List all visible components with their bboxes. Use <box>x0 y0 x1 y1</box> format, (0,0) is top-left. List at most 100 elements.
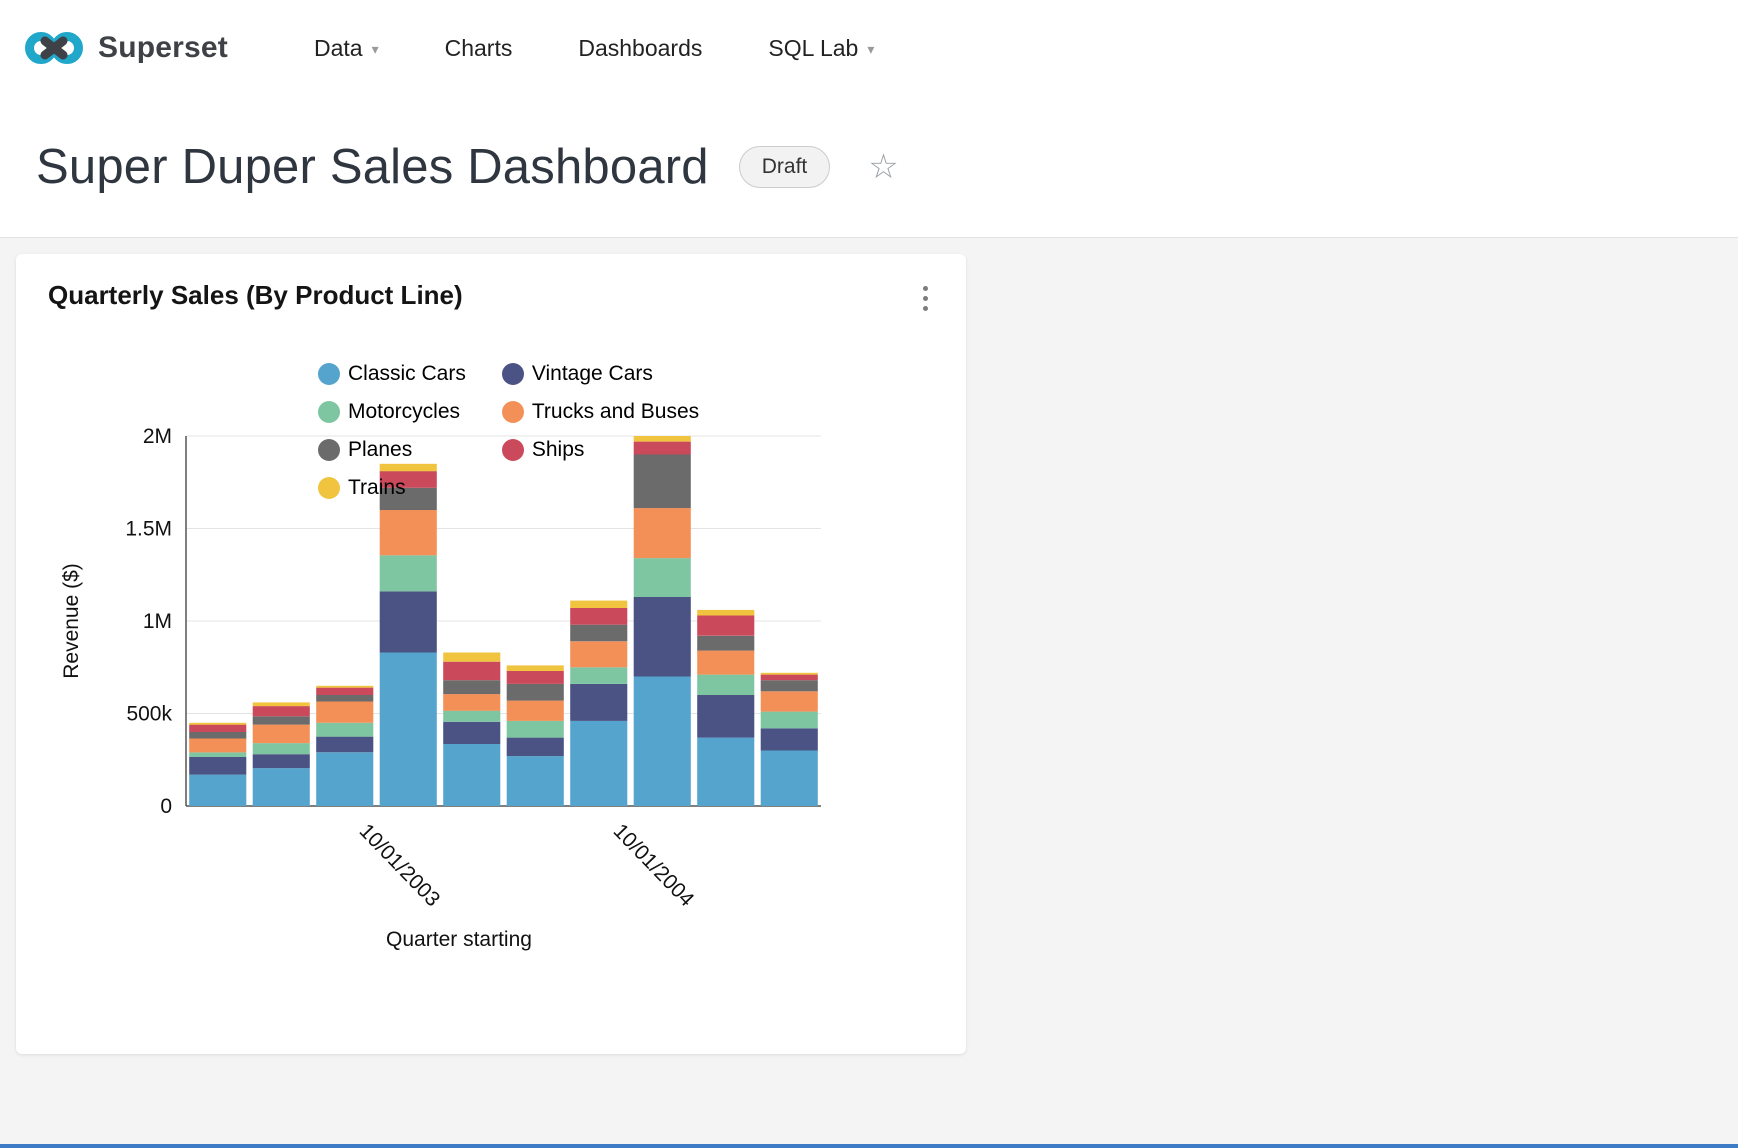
bar-segment[interactable] <box>633 454 691 509</box>
legend-label: Trains <box>348 476 406 499</box>
bar-segment[interactable] <box>760 674 818 681</box>
bar-segment[interactable] <box>506 756 564 806</box>
bar-segment[interactable] <box>252 743 310 755</box>
bar-segment[interactable] <box>697 635 755 651</box>
bar-segment[interactable] <box>760 691 818 712</box>
draft-status-badge[interactable]: Draft <box>738 145 831 188</box>
bar-segment[interactable] <box>760 680 818 692</box>
y-axis-title: Revenue ($) <box>60 563 83 679</box>
nav-item-dashboards[interactable]: Dashboards <box>578 35 702 62</box>
bar-segment[interactable] <box>506 683 564 701</box>
bar-segment[interactable] <box>443 721 501 744</box>
bar-segment[interactable] <box>697 650 755 675</box>
bar-segment[interactable] <box>697 674 755 695</box>
bar-segment[interactable] <box>697 737 755 806</box>
dashboard-body: Quarterly Sales (By Product Line) Classi… <box>0 238 1738 1070</box>
x-axis-title: Quarter starting <box>386 928 532 951</box>
y-tick-label: 2M <box>143 425 172 448</box>
bar-segment[interactable] <box>379 463 437 472</box>
bar-segment[interactable] <box>316 695 374 702</box>
bar-segment[interactable] <box>570 608 628 625</box>
bar-segment[interactable] <box>379 487 437 510</box>
bar-segment[interactable] <box>570 683 628 721</box>
kebab-icon <box>923 286 928 311</box>
bar-segment[interactable] <box>189 752 247 757</box>
nav-item-data[interactable]: Data ▾ <box>314 35 379 62</box>
bar-segment[interactable] <box>443 694 501 711</box>
bar-segment[interactable] <box>252 768 310 806</box>
bar-segment[interactable] <box>189 738 247 753</box>
bar-segment[interactable] <box>697 609 755 616</box>
chart-menu-button[interactable] <box>913 280 938 317</box>
legend-item[interactable]: Planes <box>318 438 466 462</box>
legend-item[interactable]: Trucks and Buses <box>501 400 699 424</box>
bar-segment[interactable] <box>697 695 755 738</box>
bar-segment[interactable] <box>506 665 564 671</box>
bar-segment[interactable] <box>697 615 755 636</box>
bar-segment[interactable] <box>760 672 818 675</box>
bar-segment[interactable] <box>570 600 628 608</box>
nav-item-sql-lab[interactable]: SQL Lab ▾ <box>768 35 874 62</box>
bar-segment[interactable] <box>189 724 247 732</box>
bar-segment[interactable] <box>379 591 437 653</box>
bar-segment[interactable] <box>760 750 818 807</box>
bar-segment[interactable] <box>633 676 691 807</box>
bar-segment[interactable] <box>316 722 374 737</box>
bar-segment[interactable] <box>252 716 310 725</box>
bar-segment[interactable] <box>379 510 437 556</box>
bar-segment[interactable] <box>316 685 374 688</box>
bar-segment[interactable] <box>570 641 628 668</box>
bar-segment[interactable] <box>633 436 691 442</box>
dashboard-title: Super Duper Sales Dashboard <box>36 139 709 194</box>
bar-segment[interactable] <box>379 652 437 807</box>
chevron-down-icon: ▾ <box>371 40 379 57</box>
bar-segment[interactable] <box>570 624 628 642</box>
bar-segment[interactable] <box>443 680 501 695</box>
bar-segment[interactable] <box>252 706 310 717</box>
legend-item[interactable]: Classic Cars <box>318 362 466 386</box>
bar-segment[interactable] <box>633 508 691 559</box>
bar-segment[interactable] <box>506 671 564 684</box>
bar-segment[interactable] <box>506 720 564 738</box>
bar-segment[interactable] <box>252 754 310 769</box>
bar-segment[interactable] <box>189 757 247 775</box>
bar-segment[interactable] <box>633 597 691 677</box>
superset-logo-link[interactable]: Superset <box>22 27 228 69</box>
legend-item[interactable]: Trains <box>318 476 466 500</box>
bar-segment[interactable] <box>379 471 437 488</box>
bar-segment[interactable] <box>760 728 818 751</box>
y-tick-label: 0 <box>160 795 172 818</box>
bar-segment[interactable] <box>443 744 501 806</box>
bar-segment[interactable] <box>189 732 247 739</box>
bar-segment[interactable] <box>633 441 691 455</box>
bar-segment[interactable] <box>189 722 247 725</box>
bar-segment[interactable] <box>506 737 564 757</box>
legend-item[interactable]: Vintage Cars <box>501 362 699 386</box>
bar-segment[interactable] <box>316 687 374 695</box>
bar-segment[interactable] <box>570 720 628 806</box>
bar-segment[interactable] <box>189 774 247 806</box>
chart-card: Quarterly Sales (By Product Line) Classi… <box>16 254 966 1054</box>
bar-segment[interactable] <box>316 736 374 753</box>
legend-item[interactable]: Ships <box>501 438 699 462</box>
legend-swatch-icon <box>318 439 340 461</box>
bar-segment[interactable] <box>252 724 310 744</box>
bar-segment[interactable] <box>443 652 501 662</box>
bar-segment[interactable] <box>316 701 374 723</box>
bar-segment[interactable] <box>506 700 564 721</box>
favorite-star-icon[interactable]: ☆ <box>868 147 899 186</box>
stacked-bar-chart: 0 500k 1M 1.5M 2M 10/01/2003 10/01/2004 Quarter… <box>60 425 821 951</box>
legend-item[interactable]: Motorcycles <box>318 400 466 424</box>
nav-menu: Data ▾ Charts Dashboards SQL Lab ▾ <box>314 35 874 62</box>
bar-segment[interactable] <box>633 558 691 597</box>
bar-segment[interactable] <box>379 555 437 592</box>
legend-label: Ships <box>531 438 585 461</box>
nav-item-charts[interactable]: Charts <box>445 35 513 62</box>
bar-segment[interactable] <box>252 702 310 707</box>
bar-segment[interactable] <box>760 711 818 729</box>
bar-segment[interactable] <box>443 710 501 722</box>
bar-segment[interactable] <box>570 667 628 684</box>
bar-segment[interactable] <box>316 752 374 806</box>
legend-swatch-icon <box>318 363 340 385</box>
bar-segment[interactable] <box>443 661 501 681</box>
